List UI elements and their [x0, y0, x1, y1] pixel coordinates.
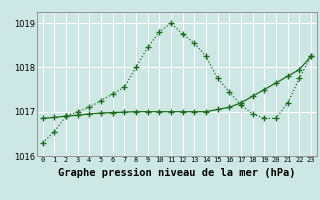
X-axis label: Graphe pression niveau de la mer (hPa): Graphe pression niveau de la mer (hPa) [58, 168, 296, 178]
